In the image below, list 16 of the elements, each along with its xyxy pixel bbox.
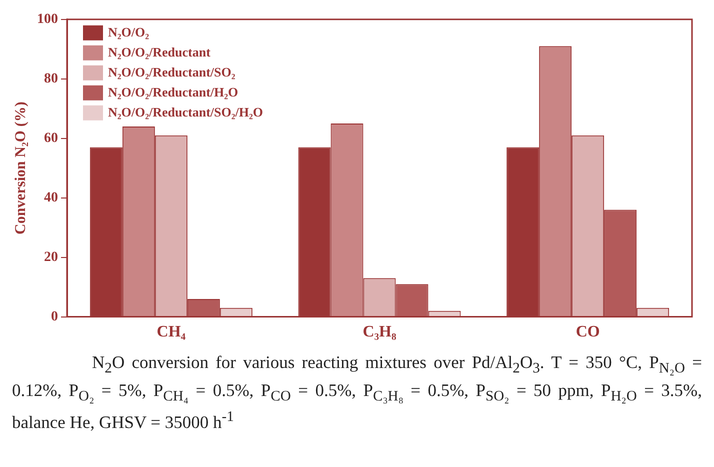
x-tick-label: C₃H₈ — [362, 324, 396, 341]
y-tick-label: 20 — [44, 250, 58, 265]
y-tick-label: 100 — [37, 12, 58, 28]
y-tick-label: 60 — [44, 130, 58, 146]
y-tick-label: 0 — [51, 309, 58, 324]
y-tick-label: 80 — [44, 71, 58, 86]
y-tick-label: 40 — [44, 190, 58, 206]
legend-label: N₂O/O₂/Reductant — [108, 44, 212, 60]
legend-label: N₂O/O₂/Reductant/SO₂ — [108, 64, 236, 80]
legend-label: N₂O/O₂/Reductant/SO₂/H₂O — [108, 104, 263, 120]
y-axis-title: Conversion N₂O (%) — [12, 102, 29, 235]
x-tick-label: CH₄ — [156, 324, 186, 341]
text: N$_{2}$O conversion for various reacting mixtures over Pd/Al$_{2}$O$_{3}$. T = 350 °C, P$_{N₂O}$ = 0.12%, P$_{O₂}$ = 5%, P$_{CH₄}$ = 0.5%, P$_{CO}$ = 0.5%, P$_{C₃H₈}$ = 0.5%, P$_{SO₂}$ = 50 ppm, P$_{H₂O}$ = 3.5%, balance He, GHSV = 35000 h$^{-1}$ — [12, 352, 702, 432]
legend-label: N₂O/O₂ — [108, 24, 150, 40]
x-tick-label: CO — [576, 324, 600, 341]
legend-label: N₂O/O₂/Reductant/H₂O — [108, 84, 238, 100]
